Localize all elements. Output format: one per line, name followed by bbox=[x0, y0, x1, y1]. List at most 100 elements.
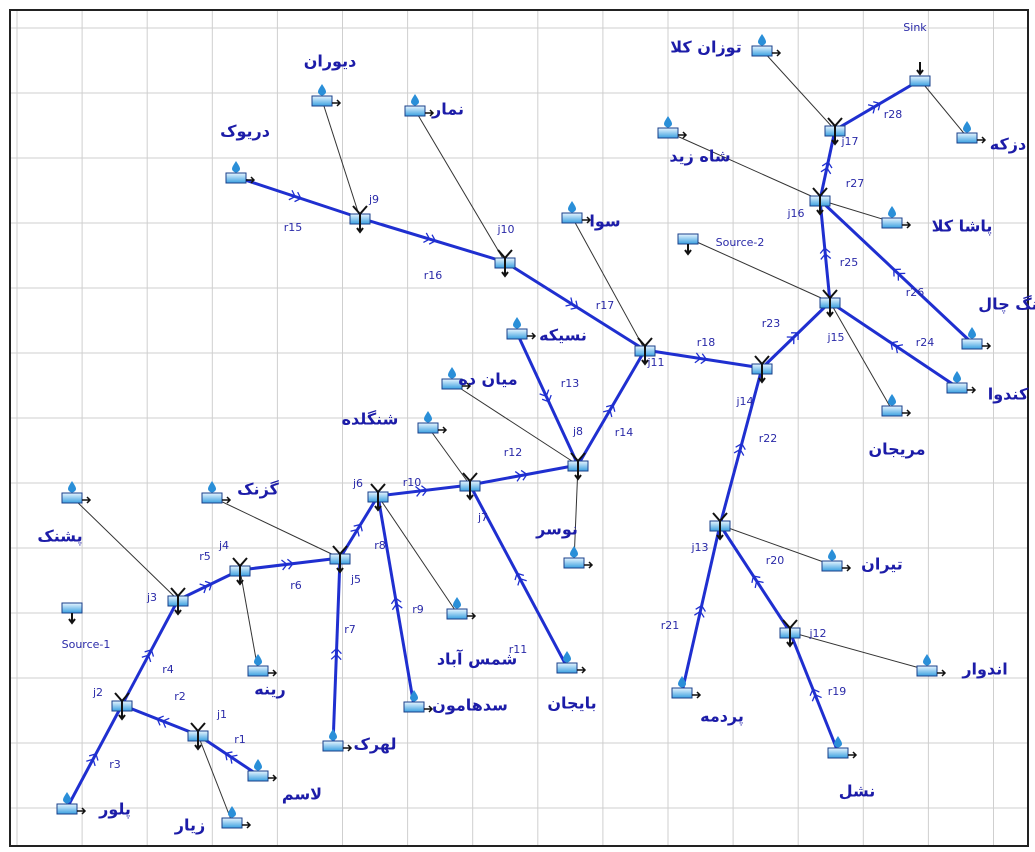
demand-site bbox=[671, 676, 702, 699]
tub bbox=[563, 557, 585, 569]
out-arrow bbox=[902, 409, 912, 417]
tub bbox=[441, 378, 463, 390]
reach-label: r15 bbox=[284, 221, 303, 234]
demand-site bbox=[56, 792, 87, 815]
flow-arrow bbox=[890, 340, 904, 354]
junction bbox=[634, 337, 656, 366]
drop bbox=[424, 411, 432, 423]
reach-label: r23 bbox=[762, 317, 781, 330]
junction-label: j9 bbox=[368, 193, 379, 206]
reach bbox=[680, 524, 722, 693]
drop bbox=[834, 736, 842, 748]
drop bbox=[228, 806, 236, 818]
junction-arrow bbox=[827, 117, 843, 146]
flow-arrow bbox=[415, 485, 428, 497]
drop bbox=[318, 84, 326, 96]
flow-arrow bbox=[565, 297, 579, 310]
reach-label: r18 bbox=[697, 336, 716, 349]
junction-label: j8 bbox=[572, 425, 583, 438]
out-arrow bbox=[424, 705, 434, 713]
tub bbox=[751, 45, 773, 57]
tub bbox=[909, 75, 931, 87]
junction-arrow bbox=[370, 483, 386, 512]
drop bbox=[563, 651, 571, 663]
reach bbox=[468, 484, 569, 668]
junction-label: j11 bbox=[646, 356, 664, 369]
junction-arrow bbox=[352, 205, 368, 234]
reach bbox=[121, 703, 199, 737]
demand-site bbox=[956, 121, 987, 144]
drop bbox=[68, 481, 76, 493]
site-label: زیار bbox=[174, 816, 205, 835]
junction bbox=[809, 187, 831, 216]
reach-label: r8 bbox=[374, 539, 386, 552]
link bbox=[211, 496, 341, 559]
tub bbox=[417, 422, 439, 434]
link bbox=[377, 495, 458, 614]
tub bbox=[311, 95, 333, 107]
tub bbox=[561, 212, 583, 224]
flow-arrow bbox=[288, 189, 302, 203]
link bbox=[321, 99, 361, 219]
tub bbox=[403, 701, 425, 713]
drop bbox=[758, 34, 766, 46]
site-label: نوسر bbox=[535, 520, 578, 539]
site-label: دریوک bbox=[220, 122, 270, 141]
reach-label: r17 bbox=[596, 299, 615, 312]
junction-arrow bbox=[637, 337, 653, 366]
flow-arrow bbox=[786, 332, 799, 345]
out-arrow bbox=[937, 669, 947, 677]
site-label: شمس آباد bbox=[437, 649, 517, 669]
demand-site bbox=[556, 651, 587, 674]
site-label: پاشا کلا bbox=[932, 217, 993, 237]
junction-arrow bbox=[332, 545, 348, 574]
icons bbox=[56, 34, 992, 829]
out-arrow bbox=[77, 807, 87, 815]
reach bbox=[834, 78, 921, 132]
reach-label: r21 bbox=[661, 619, 680, 632]
out-arrow bbox=[332, 99, 342, 107]
out-arrow bbox=[902, 221, 912, 229]
out-arrow bbox=[467, 612, 477, 620]
reach bbox=[718, 367, 764, 526]
out-arrow bbox=[222, 496, 232, 504]
reach bbox=[469, 463, 579, 487]
link bbox=[719, 524, 833, 566]
link bbox=[573, 464, 579, 563]
edges bbox=[65, 49, 974, 823]
site-label: رینه bbox=[254, 680, 285, 699]
junction bbox=[494, 249, 516, 278]
junction-label: j10 bbox=[496, 223, 514, 236]
flow-arrow bbox=[86, 753, 99, 767]
link bbox=[789, 631, 928, 671]
tub bbox=[56, 803, 78, 815]
reach bbox=[359, 216, 506, 264]
source-arrow bbox=[68, 613, 76, 625]
reach bbox=[65, 704, 124, 809]
demand-site bbox=[881, 394, 912, 417]
reach bbox=[576, 349, 647, 466]
junction-label: j15 bbox=[826, 331, 844, 344]
out-arrow bbox=[268, 669, 278, 677]
source-label: Source-2 bbox=[716, 236, 765, 249]
tub bbox=[677, 233, 699, 245]
flow-arrow bbox=[867, 101, 881, 114]
reach bbox=[788, 631, 840, 753]
tub bbox=[881, 217, 903, 229]
junction-label: j7 bbox=[477, 511, 488, 524]
site-label: نشل bbox=[839, 782, 876, 801]
site-label: نگ چال bbox=[978, 295, 1035, 315]
junction bbox=[709, 512, 731, 541]
junction-arrow bbox=[232, 557, 248, 586]
reach bbox=[331, 557, 342, 746]
tub bbox=[221, 817, 243, 829]
link bbox=[687, 237, 831, 303]
out-arrow bbox=[527, 332, 537, 340]
junction bbox=[187, 722, 209, 751]
drop bbox=[968, 327, 976, 339]
demand-site bbox=[506, 317, 537, 340]
drop bbox=[923, 654, 931, 666]
reach-label: r5 bbox=[199, 550, 211, 563]
sink-label: Sink bbox=[903, 21, 927, 34]
